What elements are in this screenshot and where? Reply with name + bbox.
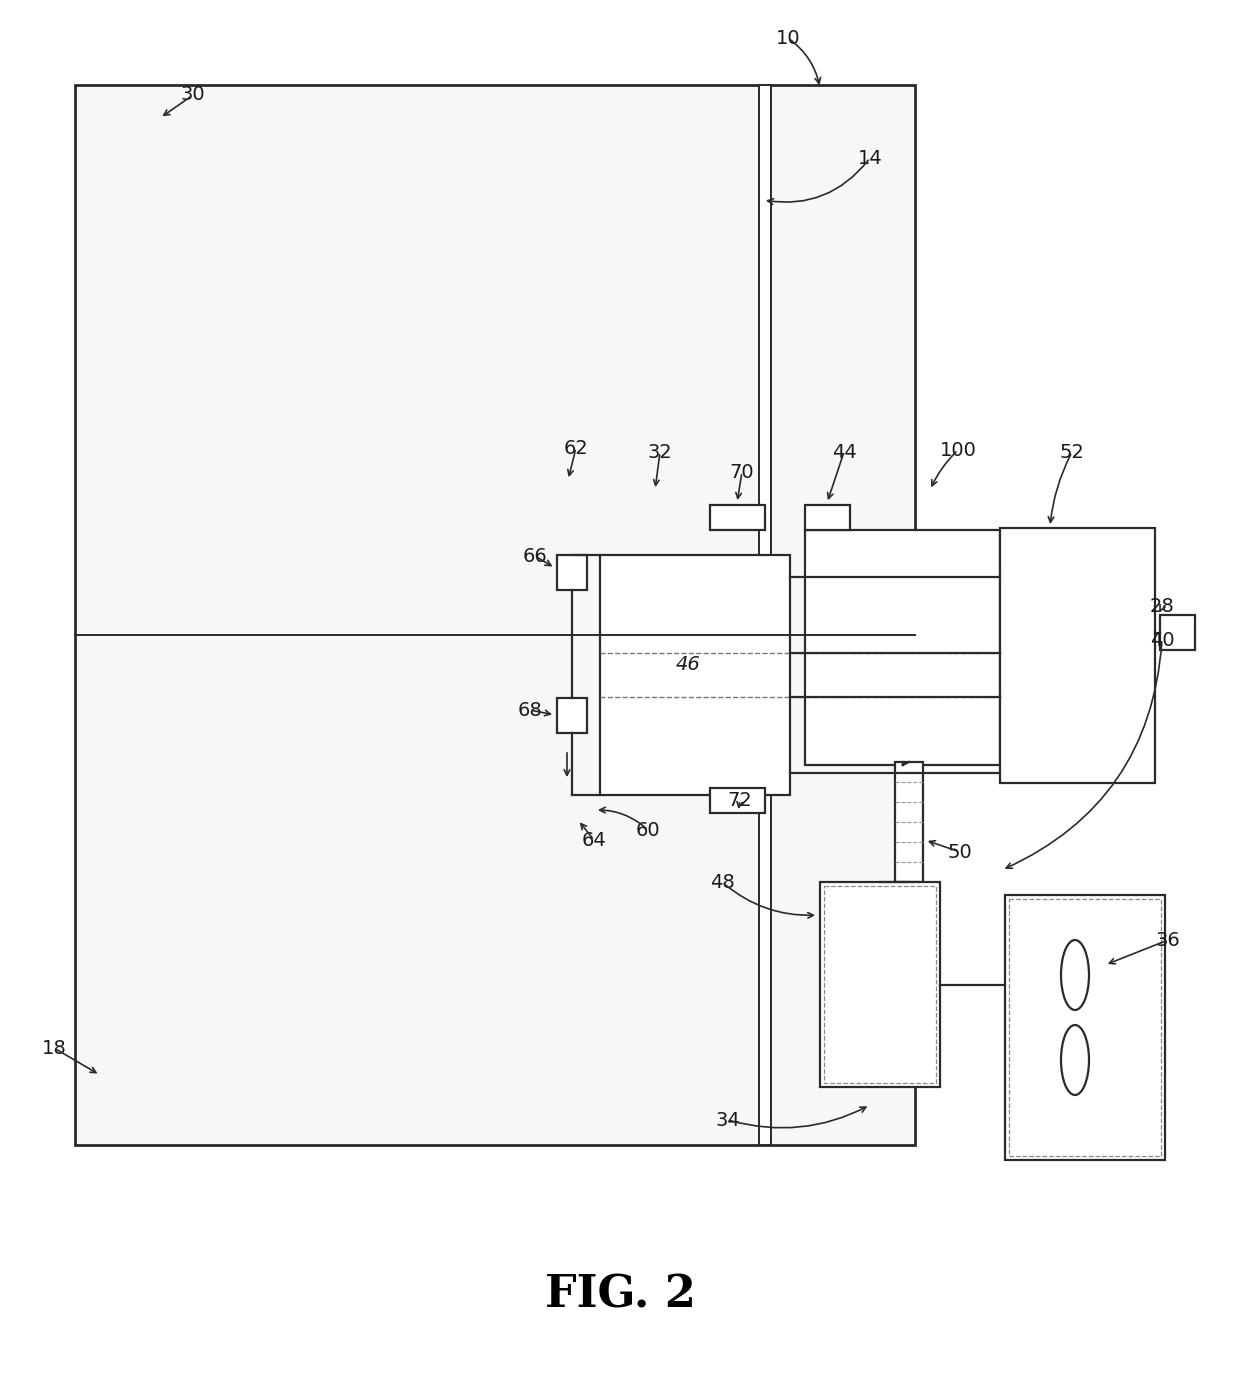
Bar [1004,895,1166,1160]
Text: 100: 100 [940,441,976,460]
Bar [895,762,923,881]
Text: 62: 62 [564,438,588,457]
Text: 46: 46 [676,655,701,674]
Text: 36: 36 [1156,931,1180,950]
Text: 18: 18 [42,1038,67,1057]
Bar [711,505,765,530]
Text: 34: 34 [715,1111,740,1130]
Bar [600,555,790,795]
Text: 32: 32 [647,442,672,461]
Bar [557,697,587,733]
Text: 72: 72 [728,791,753,810]
Bar [711,788,765,813]
Text: 40: 40 [1149,630,1174,649]
Ellipse shape [1061,1026,1089,1096]
Bar [600,555,790,795]
Text: FIG. 2: FIG. 2 [544,1274,696,1317]
Bar [820,881,940,1087]
Text: 10: 10 [776,29,800,48]
Text: 68: 68 [517,700,542,719]
Bar [759,85,771,1145]
Bar [557,555,587,590]
Text: 60: 60 [636,821,661,839]
Text: 30: 30 [181,85,206,104]
Bar [1159,615,1195,649]
Text: 28: 28 [1149,597,1174,616]
Bar [74,85,915,1145]
Text: 52: 52 [1059,442,1085,461]
Text: 50: 50 [947,843,972,861]
Bar [805,505,849,530]
Text: 66: 66 [522,546,547,566]
Text: 14: 14 [858,148,883,168]
Text: 44: 44 [832,442,857,461]
Text: 64: 64 [582,831,606,850]
Text: 70: 70 [729,463,754,482]
Bar [825,886,936,1083]
Bar [999,529,1154,783]
Bar [805,530,999,765]
Text: 48: 48 [709,872,734,891]
Bar [1009,899,1161,1156]
Ellipse shape [1061,941,1089,1011]
